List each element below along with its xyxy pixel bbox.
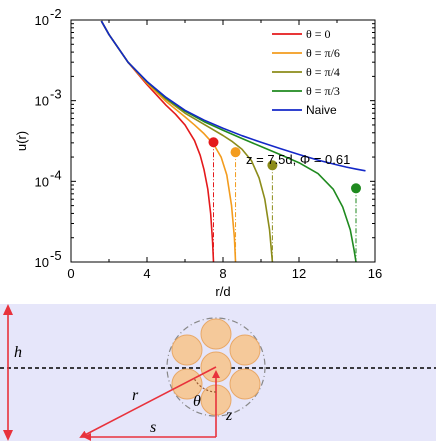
cutoff-lines-layer — [213, 142, 357, 262]
legend-label-3: θ = π/3 — [306, 84, 340, 98]
r-label: r — [132, 387, 139, 404]
s-label: s — [150, 419, 156, 436]
particle — [229, 334, 261, 366]
x-axis-label: r/d — [215, 284, 230, 299]
legend-label-4: Naive — [306, 103, 337, 117]
r-vector — [79, 366, 217, 438]
particle — [200, 318, 232, 350]
x-tick-label: 0 — [67, 266, 74, 281]
theta-arc — [193, 377, 217, 393]
theta-label: θ — [193, 393, 201, 410]
particle — [171, 368, 203, 400]
legend-label-0: θ = 0 — [306, 27, 331, 41]
h-label: h — [14, 344, 22, 361]
y-tick-label: 10 — [35, 13, 49, 28]
y-tick-exponent: -5 — [50, 248, 62, 263]
y-tick-exponent: -2 — [50, 6, 62, 21]
legend-label-2: θ = π/4 — [306, 65, 340, 79]
series-marker-1 — [230, 147, 241, 158]
series-marker-3 — [351, 183, 361, 194]
series-layer — [100, 20, 366, 262]
x-tick-label: 16 — [368, 266, 382, 281]
particle — [171, 334, 203, 366]
y-tick-label: 10 — [35, 94, 49, 109]
y-axis-label: u(r) — [14, 131, 29, 151]
legend: θ = 0 θ = π/6 θ = π/4 θ = π/3 Naive — [272, 27, 340, 117]
geometry-diagram: h r z s θ — [0, 304, 436, 441]
chart-annotation: z = 7.5d, Φ = 0.61 — [246, 152, 350, 167]
markers-layer — [208, 137, 361, 194]
cluster-boundary-circle — [166, 317, 266, 417]
series-marker-2 — [267, 160, 278, 171]
h-arrow — [3, 304, 13, 441]
x-tick-label: 8 — [219, 266, 226, 281]
particle — [229, 368, 261, 400]
x-tick-label: 12 — [292, 266, 306, 281]
x-tick-label: 4 — [143, 266, 150, 281]
legend-label-1: θ = π/6 — [306, 46, 340, 60]
y-tick-exponent: -4 — [50, 167, 62, 182]
z-label: z — [225, 407, 233, 424]
series-line-4 — [100, 20, 366, 172]
series-line-2 — [100, 20, 274, 262]
y-tick-label: 10 — [35, 255, 49, 270]
y-tick-label: 10 — [35, 174, 49, 189]
series-marker-0 — [208, 137, 219, 148]
y-tick-exponent: -3 — [50, 87, 62, 102]
series-line-0 — [100, 20, 215, 262]
